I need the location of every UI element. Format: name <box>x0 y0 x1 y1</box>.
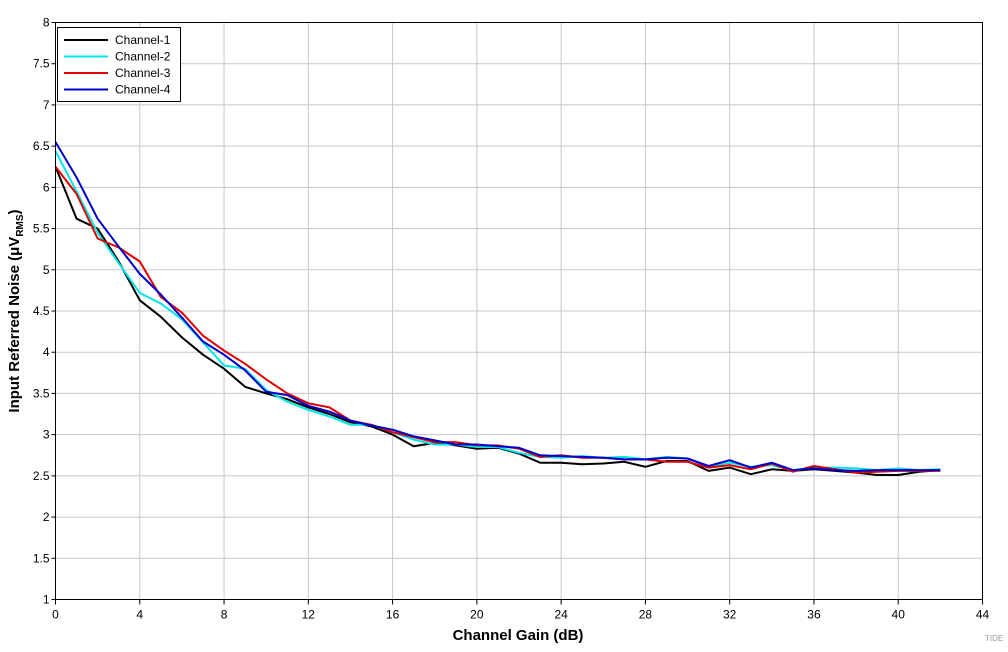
legend-label-channel-1: Channel-1 <box>115 33 171 47</box>
y-axis-ticks: 1 1.5 2 2.5 3 3.5 4 4.5 5 5.5 6 6.5 7 7.5 8 <box>33 16 56 607</box>
y-tick-label: 7 <box>43 98 50 112</box>
y-tick-label: 6 <box>43 180 50 194</box>
y-axis-title-mu: μ <box>6 247 23 256</box>
x-tick-label: 44 <box>976 608 990 622</box>
series-line-channel-4 <box>54 141 941 472</box>
x-tick-label: 12 <box>302 608 316 622</box>
x-tick-label: 8 <box>221 608 228 622</box>
legend-label-channel-3: Channel-3 <box>115 66 171 80</box>
x-tick-label: 16 <box>386 608 400 622</box>
y-tick-label: 2.5 <box>33 469 50 483</box>
x-tick-label: 32 <box>723 608 737 622</box>
y-tick-label: 2 <box>43 510 50 524</box>
y-axis-title-close: ) <box>6 209 23 214</box>
legend-label-channel-4: Channel-4 <box>115 83 171 97</box>
y-tick-label: 8 <box>43 16 50 30</box>
y-axis-title: Input Referred Noise (μVRMS) <box>6 209 26 412</box>
gridlines <box>55 22 983 600</box>
x-tick-label: 36 <box>807 608 821 622</box>
x-tick-label: 24 <box>554 608 568 622</box>
legend-items: Channel-1 Channel-2 Channel-3 Channel-4 <box>64 33 171 97</box>
y-tick-label: 3.5 <box>33 386 50 400</box>
y-tick-label: 6.5 <box>33 139 50 153</box>
y-tick-label: 5 <box>43 263 50 277</box>
series-line-channel-3 <box>54 166 941 474</box>
legend-label-channel-2: Channel-2 <box>115 50 171 64</box>
y-axis-title-sub: RMS <box>15 214 26 237</box>
y-tick-label: 7.5 <box>33 57 50 71</box>
y-axis-title-main: Input Referred Noise ( <box>6 256 23 413</box>
x-tick-label: 0 <box>52 608 59 622</box>
x-axis-title: Channel Gain (dB) <box>453 627 584 644</box>
plot-series <box>54 141 941 476</box>
y-tick-label: 4.5 <box>33 304 50 318</box>
y-tick-label: 1 <box>43 593 50 607</box>
x-tick-label: 20 <box>470 608 484 622</box>
y-tick-label: 5.5 <box>33 222 50 236</box>
legend: Channel-1 Channel-2 Channel-3 Channel-4 <box>57 27 181 102</box>
x-tick-label: 4 <box>136 608 143 622</box>
x-axis-ticks: 0 4 8 12 16 20 24 28 32 36 40 44 <box>52 599 990 622</box>
figure-code: TIDE <box>985 634 1003 643</box>
y-tick-label: 3 <box>43 428 50 442</box>
y-tick-label: 1.5 <box>33 551 50 565</box>
y-tick-label: 4 <box>43 345 50 359</box>
x-tick-label: 40 <box>892 608 906 622</box>
y-axis-title-v: V <box>6 237 23 247</box>
x-tick-label: 28 <box>639 608 653 622</box>
